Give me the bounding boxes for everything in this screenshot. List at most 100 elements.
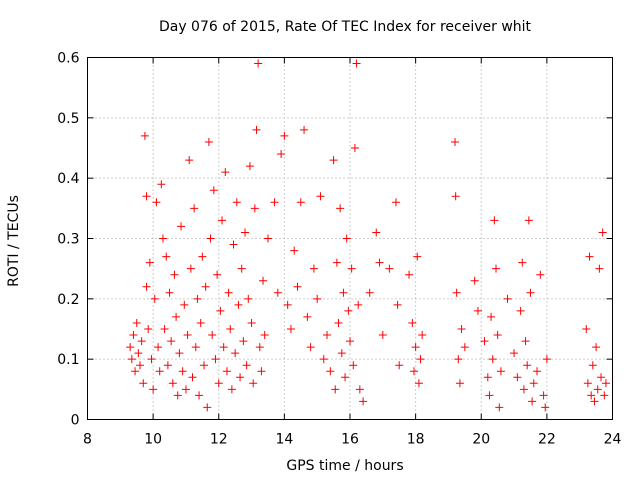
data-point xyxy=(470,276,479,285)
data-point xyxy=(132,318,141,327)
data-point xyxy=(244,294,253,303)
data-point xyxy=(157,180,166,189)
data-point xyxy=(199,361,208,370)
data-point xyxy=(375,258,384,267)
data-point xyxy=(260,331,269,340)
data-point xyxy=(516,306,525,315)
y-tick-label: 0.4 xyxy=(57,171,79,187)
data-point xyxy=(227,385,236,394)
data-point xyxy=(485,391,494,400)
x-tick-label: 10 xyxy=(144,432,162,448)
y-tick-label: 0.1 xyxy=(57,352,79,368)
data-point xyxy=(454,355,463,364)
data-point xyxy=(473,306,482,315)
data-point xyxy=(488,355,497,364)
data-point xyxy=(355,385,364,394)
data-point xyxy=(480,337,489,346)
data-point xyxy=(521,337,530,346)
data-point xyxy=(250,204,259,213)
data-point xyxy=(326,367,335,376)
data-point xyxy=(342,234,351,243)
data-point xyxy=(359,397,368,406)
data-point xyxy=(585,252,594,261)
data-point xyxy=(583,379,592,388)
data-point xyxy=(127,355,136,364)
data-point xyxy=(234,300,243,309)
data-point xyxy=(134,349,143,358)
data-point xyxy=(245,162,254,171)
data-point xyxy=(354,300,363,309)
data-point xyxy=(300,125,309,134)
data-point xyxy=(136,361,144,370)
data-point xyxy=(457,325,466,333)
data-point xyxy=(167,337,176,346)
data-point xyxy=(175,349,184,358)
data-point xyxy=(286,325,295,333)
data-point xyxy=(539,391,548,400)
data-point xyxy=(214,379,223,388)
data-point xyxy=(224,288,233,297)
data-point xyxy=(140,131,149,140)
data-point xyxy=(391,198,400,207)
data-point xyxy=(592,343,601,352)
x-axis-label: GPS time / hours xyxy=(286,458,403,474)
data-point xyxy=(385,264,394,273)
data-point xyxy=(455,379,464,388)
data-point xyxy=(529,379,538,388)
y-tick-label: 0.6 xyxy=(57,51,79,67)
data-point xyxy=(165,288,174,297)
x-tick-label: 18 xyxy=(407,432,425,448)
data-point xyxy=(252,125,261,134)
data-point xyxy=(319,355,328,364)
data-point xyxy=(162,252,171,261)
data-point xyxy=(254,59,263,68)
data-point xyxy=(344,306,353,315)
data-point xyxy=(413,252,422,261)
data-point xyxy=(595,264,604,273)
y-axis-label: ROTI / TECUs xyxy=(6,195,22,287)
data-point xyxy=(259,276,268,285)
data-point xyxy=(270,198,279,207)
data-point xyxy=(193,294,202,303)
data-point xyxy=(255,343,264,352)
data-point xyxy=(131,367,140,376)
data-point xyxy=(237,264,246,273)
axis-ticks: 8 10 12 14 16 18 20 22 24 0 0.1 0.2 0.3 0.4 0.5 0.6 xyxy=(57,51,621,448)
data-point xyxy=(149,385,158,394)
data-point xyxy=(519,385,528,394)
data-point xyxy=(185,156,194,165)
data-point xyxy=(365,288,374,297)
data-point xyxy=(137,337,146,346)
data-point xyxy=(346,337,354,346)
data-point xyxy=(523,361,532,370)
data-point xyxy=(408,318,417,327)
data-point xyxy=(332,258,341,267)
data-point xyxy=(144,325,153,333)
data-point xyxy=(145,258,154,267)
data-point xyxy=(239,337,248,346)
data-point xyxy=(496,367,505,376)
data-point xyxy=(226,325,235,333)
data-point xyxy=(129,331,138,340)
y-tick-label: 0.3 xyxy=(57,232,79,248)
data-point xyxy=(172,312,181,321)
data-point xyxy=(598,228,607,237)
data-point xyxy=(142,282,151,291)
data-point xyxy=(150,294,159,303)
data-point xyxy=(126,343,135,352)
data-point xyxy=(418,331,427,340)
data-point xyxy=(416,355,425,364)
y-tick-label: 0.5 xyxy=(57,111,79,127)
data-point xyxy=(492,264,501,273)
data-point xyxy=(395,361,404,370)
data-point xyxy=(513,373,522,382)
data-point xyxy=(347,264,356,273)
data-point xyxy=(349,361,358,370)
data-point xyxy=(306,343,315,352)
data-point xyxy=(180,300,189,309)
data-point xyxy=(241,228,249,237)
data-point xyxy=(405,270,414,279)
data-point xyxy=(273,288,282,297)
data-point xyxy=(142,192,151,201)
